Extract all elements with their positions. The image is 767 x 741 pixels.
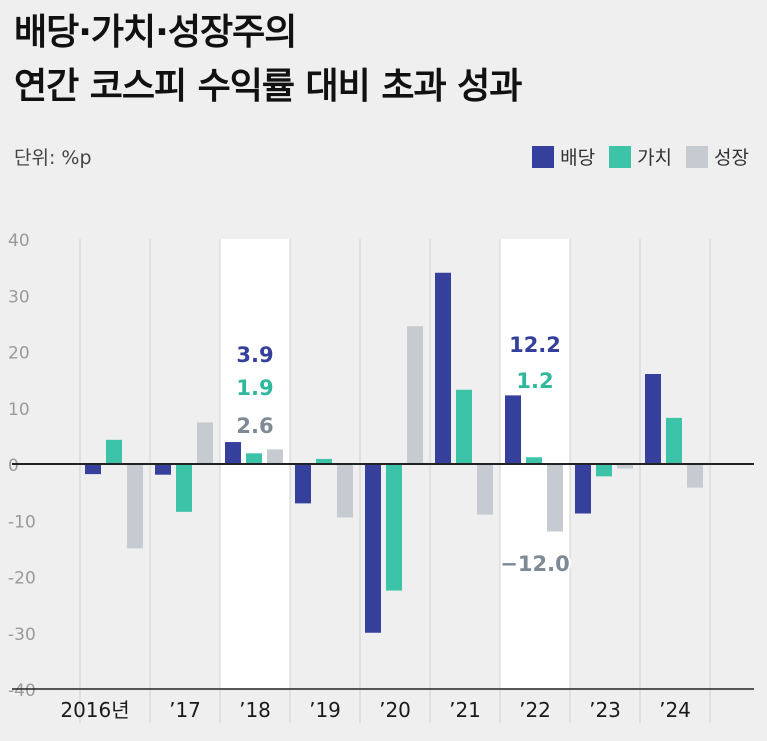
x-tick-label: ’19 bbox=[309, 698, 341, 722]
y-tick-label: 0 bbox=[8, 456, 19, 476]
bar-dividend bbox=[435, 272, 451, 464]
chart-title-line2: 연간 코스피 수익률 대비 초과 성과 bbox=[14, 66, 522, 107]
bar-value bbox=[176, 464, 192, 512]
bar-growth bbox=[407, 326, 423, 464]
legend-label-value: 가치 bbox=[637, 147, 673, 169]
bar-value bbox=[526, 457, 542, 464]
data-label-value: 1.2 bbox=[516, 369, 553, 393]
x-tick-label: 2016년 bbox=[60, 698, 129, 722]
bar-growth bbox=[547, 464, 563, 532]
x-tick-label: ’17 bbox=[169, 698, 201, 722]
legend-swatch-value bbox=[609, 145, 632, 168]
data-label-value: 1.9 bbox=[236, 376, 273, 400]
y-tick-label: -10 bbox=[8, 512, 36, 532]
x-tick-label: ’21 bbox=[449, 698, 481, 722]
chart-title-line1: 배당·가치·성장주의 bbox=[14, 12, 297, 53]
y-tick-label: -40 bbox=[8, 681, 36, 701]
data-label-growth: 2.6 bbox=[236, 414, 273, 438]
y-tick-label: 40 bbox=[8, 231, 30, 251]
y-tick-label: -20 bbox=[8, 569, 36, 589]
data-label-growth: −12.0 bbox=[500, 552, 569, 576]
bar-value bbox=[596, 464, 612, 477]
legend-label-growth: 성장 bbox=[714, 147, 749, 169]
bar-growth bbox=[477, 464, 493, 515]
bar-growth bbox=[617, 464, 633, 469]
x-tick-label: ’18 bbox=[239, 698, 271, 722]
bar-dividend bbox=[365, 464, 381, 633]
chart-title: 배당·가치·성장주의 연간 코스피 수익률 대비 초과 성과 bbox=[14, 6, 522, 114]
bar-dividend bbox=[85, 464, 101, 475]
bar-value bbox=[666, 417, 682, 464]
bar-value bbox=[456, 389, 472, 464]
data-label-dividend: 3.9 bbox=[236, 343, 273, 367]
y-tick-label: 20 bbox=[8, 344, 30, 364]
x-tick-label: ’22 bbox=[519, 698, 551, 722]
bar-growth bbox=[197, 422, 213, 464]
bar-dividend bbox=[225, 442, 241, 464]
bar-dividend bbox=[155, 464, 171, 475]
legend-item-value: 가치 bbox=[609, 143, 672, 170]
legend: 배당 가치 성장 bbox=[518, 143, 749, 170]
y-tick-label: 10 bbox=[8, 400, 30, 420]
data-label-dividend: 12.2 bbox=[509, 333, 561, 357]
y-tick-label: -30 bbox=[8, 625, 36, 645]
bar-dividend bbox=[295, 464, 311, 504]
bar-dividend bbox=[575, 464, 591, 514]
unit-label: 단위: %p bbox=[14, 147, 92, 169]
bar-dividend bbox=[505, 395, 521, 464]
legend-label-dividend: 배당 bbox=[560, 147, 596, 169]
legend-item-growth: 성장 bbox=[686, 143, 749, 170]
bar-growth bbox=[267, 449, 283, 464]
bar-value bbox=[316, 458, 332, 464]
bar-growth bbox=[337, 464, 353, 518]
bar-value bbox=[106, 439, 122, 464]
bar-growth bbox=[687, 464, 703, 488]
x-tick-label: ’20 bbox=[379, 698, 411, 722]
y-tick-label: 30 bbox=[8, 287, 30, 307]
bar-dividend bbox=[645, 374, 661, 464]
bar-growth bbox=[127, 464, 143, 549]
bar-value bbox=[386, 464, 402, 591]
x-tick-label: ’23 bbox=[589, 698, 621, 722]
bar-value bbox=[246, 453, 262, 464]
legend-swatch-dividend bbox=[532, 145, 555, 168]
x-tick-label: ’24 bbox=[659, 698, 691, 722]
legend-item-dividend: 배당 bbox=[532, 143, 595, 170]
legend-swatch-growth bbox=[686, 145, 709, 168]
